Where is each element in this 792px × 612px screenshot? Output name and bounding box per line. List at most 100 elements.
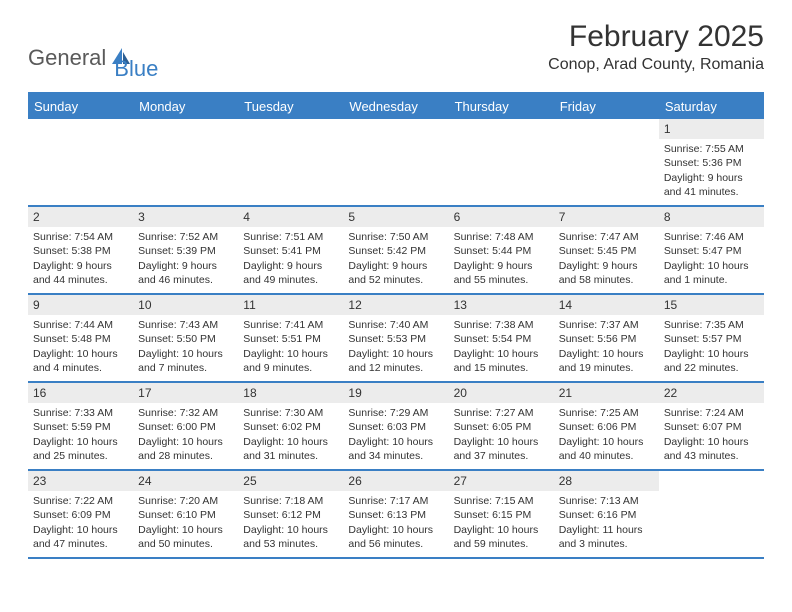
sunrise-line: Sunrise: 7:44 AM — [33, 318, 128, 332]
sunrise-line: Sunrise: 7:25 AM — [559, 406, 654, 420]
sunrise-line: Sunrise: 7:55 AM — [664, 142, 759, 156]
sunrise-line: Sunrise: 7:54 AM — [33, 230, 128, 244]
day-cell: 7Sunrise: 7:47 AMSunset: 5:45 PMDaylight… — [554, 207, 659, 293]
day-cell: 22Sunrise: 7:24 AMSunset: 6:07 PMDayligh… — [659, 383, 764, 469]
sunrise-line: Sunrise: 7:52 AM — [138, 230, 233, 244]
day-number: 3 — [133, 207, 238, 227]
day-content: Sunrise: 7:29 AMSunset: 6:03 PMDaylight:… — [343, 403, 448, 467]
day-cell: 12Sunrise: 7:40 AMSunset: 5:53 PMDayligh… — [343, 295, 448, 381]
day-header-monday: Monday — [133, 94, 238, 119]
logo: General Blue — [28, 20, 158, 82]
day-content: Sunrise: 7:25 AMSunset: 6:06 PMDaylight:… — [554, 403, 659, 467]
sunset-line: Sunset: 6:00 PM — [138, 420, 233, 434]
daylight-line: Daylight: 10 hours and 37 minutes. — [454, 435, 549, 463]
day-number: 8 — [659, 207, 764, 227]
sunrise-line: Sunrise: 7:50 AM — [348, 230, 443, 244]
sunset-line: Sunset: 5:41 PM — [243, 244, 338, 258]
sunrise-line: Sunrise: 7:33 AM — [33, 406, 128, 420]
day-content: Sunrise: 7:15 AMSunset: 6:15 PMDaylight:… — [449, 491, 554, 555]
day-cell: 18Sunrise: 7:30 AMSunset: 6:02 PMDayligh… — [238, 383, 343, 469]
sunrise-line: Sunrise: 7:46 AM — [664, 230, 759, 244]
empty-day-cell — [659, 471, 764, 557]
day-number: 15 — [659, 295, 764, 315]
day-content: Sunrise: 7:27 AMSunset: 6:05 PMDaylight:… — [449, 403, 554, 467]
week-row: 9Sunrise: 7:44 AMSunset: 5:48 PMDaylight… — [28, 295, 764, 383]
sunrise-line: Sunrise: 7:43 AM — [138, 318, 233, 332]
daylight-line: Daylight: 10 hours and 12 minutes. — [348, 347, 443, 375]
day-cell: 4 Sunrise: 7:51 AMSunset: 5:41 PMDaylight… — [238, 207, 343, 293]
day-number: 4 — [238, 207, 343, 227]
sunset-line: Sunset: 6:03 PM — [348, 420, 443, 434]
day-number: 7 — [554, 207, 659, 227]
day-content: Sunrise: 7:30 AMSunset: 6:02 PMDaylight:… — [238, 403, 343, 467]
location-subtitle: Conop, Arad County, Romania — [548, 56, 764, 74]
daylight-line: Daylight: 10 hours and 34 minutes. — [348, 435, 443, 463]
day-header-row: SundayMondayTuesdayWednesdayThursdayFrid… — [28, 94, 764, 119]
sunset-line: Sunset: 6:06 PM — [559, 420, 654, 434]
day-cell: 28Sunrise: 7:13 AMSunset: 6:16 PMDayligh… — [554, 471, 659, 557]
sunrise-line: Sunrise: 7:22 AM — [33, 494, 128, 508]
day-content: Sunrise: 7:47 AMSunset: 5:45 PMDaylight:… — [554, 227, 659, 291]
empty-day-cell — [238, 119, 343, 205]
day-number: 18 — [238, 383, 343, 403]
empty-day-cell — [343, 119, 448, 205]
day-number: 5 — [343, 207, 448, 227]
day-number: 6 — [449, 207, 554, 227]
day-content: Sunrise: 7:24 AMSunset: 6:07 PMDaylight:… — [659, 403, 764, 467]
daylight-line: Daylight: 10 hours and 31 minutes. — [243, 435, 338, 463]
daylight-line: Daylight: 9 hours and 55 minutes. — [454, 259, 549, 287]
day-cell: 5Sunrise: 7:50 AMSunset: 5:42 PMDaylight… — [343, 207, 448, 293]
day-cell: 26Sunrise: 7:17 AMSunset: 6:13 PMDayligh… — [343, 471, 448, 557]
day-content: Sunrise: 7:22 AMSunset: 6:09 PMDaylight:… — [28, 491, 133, 555]
day-cell: 9Sunrise: 7:44 AMSunset: 5:48 PMDaylight… — [28, 295, 133, 381]
day-content: Sunrise: 7:48 AMSunset: 5:44 PMDaylight:… — [449, 227, 554, 291]
calendar-grid: SundayMondayTuesdayWednesdayThursdayFrid… — [28, 92, 764, 559]
day-content: Sunrise: 7:41 AMSunset: 5:51 PMDaylight:… — [238, 315, 343, 379]
day-header-friday: Friday — [554, 94, 659, 119]
sunrise-line: Sunrise: 7:20 AM — [138, 494, 233, 508]
day-cell: 10Sunrise: 7:43 AMSunset: 5:50 PMDayligh… — [133, 295, 238, 381]
day-cell: 3Sunrise: 7:52 AMSunset: 5:39 PMDaylight… — [133, 207, 238, 293]
sunset-line: Sunset: 5:45 PM — [559, 244, 654, 258]
sunset-line: Sunset: 5:38 PM — [33, 244, 128, 258]
daylight-line: Daylight: 10 hours and 59 minutes. — [454, 523, 549, 551]
daylight-line: Daylight: 9 hours and 52 minutes. — [348, 259, 443, 287]
sunrise-line: Sunrise: 7:17 AM — [348, 494, 443, 508]
sunset-line: Sunset: 5:57 PM — [664, 332, 759, 346]
day-cell: 19Sunrise: 7:29 AMSunset: 6:03 PMDayligh… — [343, 383, 448, 469]
day-content: Sunrise: 7:18 AMSunset: 6:12 PMDaylight:… — [238, 491, 343, 555]
day-number: 16 — [28, 383, 133, 403]
sunrise-line: Sunrise: 7:29 AM — [348, 406, 443, 420]
day-content: Sunrise: 7:33 AMSunset: 5:59 PMDaylight:… — [28, 403, 133, 467]
daylight-line: Daylight: 10 hours and 40 minutes. — [559, 435, 654, 463]
daylight-line: Daylight: 10 hours and 9 minutes. — [243, 347, 338, 375]
sunrise-line: Sunrise: 7:51 AM — [243, 230, 338, 244]
sunset-line: Sunset: 6:02 PM — [243, 420, 338, 434]
calendar-page: General Blue February 2025 Conop, Arad C… — [0, 0, 792, 559]
sunrise-line: Sunrise: 7:24 AM — [664, 406, 759, 420]
sunrise-line: Sunrise: 7:13 AM — [559, 494, 654, 508]
week-row: 23Sunrise: 7:22 AMSunset: 6:09 PMDayligh… — [28, 471, 764, 559]
day-content: Sunrise: 7:50 AMSunset: 5:42 PMDaylight:… — [343, 227, 448, 291]
sunset-line: Sunset: 6:10 PM — [138, 508, 233, 522]
daylight-line: Daylight: 11 hours and 3 minutes. — [559, 523, 654, 551]
day-header-thursday: Thursday — [449, 94, 554, 119]
day-header-tuesday: Tuesday — [238, 94, 343, 119]
sunset-line: Sunset: 5:56 PM — [559, 332, 654, 346]
day-number: 11 — [238, 295, 343, 315]
day-cell: 13Sunrise: 7:38 AMSunset: 5:54 PMDayligh… — [449, 295, 554, 381]
day-number: 10 — [133, 295, 238, 315]
day-number: 20 — [449, 383, 554, 403]
day-content: Sunrise: 7:40 AMSunset: 5:53 PMDaylight:… — [343, 315, 448, 379]
daylight-line: Daylight: 10 hours and 19 minutes. — [559, 347, 654, 375]
day-content: Sunrise: 7:20 AMSunset: 6:10 PMDaylight:… — [133, 491, 238, 555]
sunset-line: Sunset: 6:12 PM — [243, 508, 338, 522]
daylight-line: Daylight: 10 hours and 1 minute. — [664, 259, 759, 287]
day-number: 28 — [554, 471, 659, 491]
day-number: 9 — [28, 295, 133, 315]
daylight-line: Daylight: 9 hours and 49 minutes. — [243, 259, 338, 287]
sunset-line: Sunset: 5:53 PM — [348, 332, 443, 346]
sunrise-line: Sunrise: 7:35 AM — [664, 318, 759, 332]
sunrise-line: Sunrise: 7:40 AM — [348, 318, 443, 332]
day-number: 14 — [554, 295, 659, 315]
